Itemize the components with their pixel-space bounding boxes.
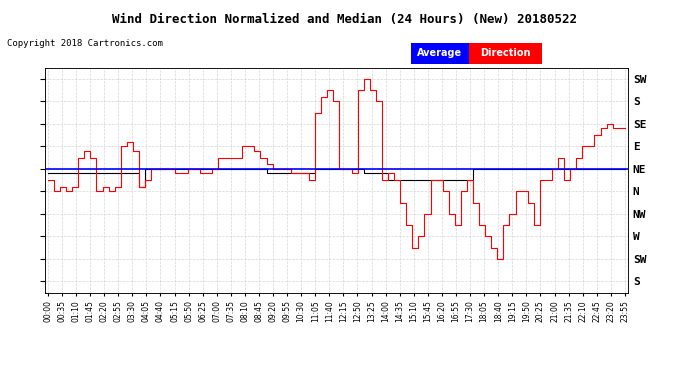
Text: Average: Average [417, 48, 462, 58]
Text: Wind Direction Normalized and Median (24 Hours) (New) 20180522: Wind Direction Normalized and Median (24… [112, 13, 578, 26]
Text: Direction: Direction [480, 48, 531, 58]
Text: Copyright 2018 Cartronics.com: Copyright 2018 Cartronics.com [7, 39, 163, 48]
